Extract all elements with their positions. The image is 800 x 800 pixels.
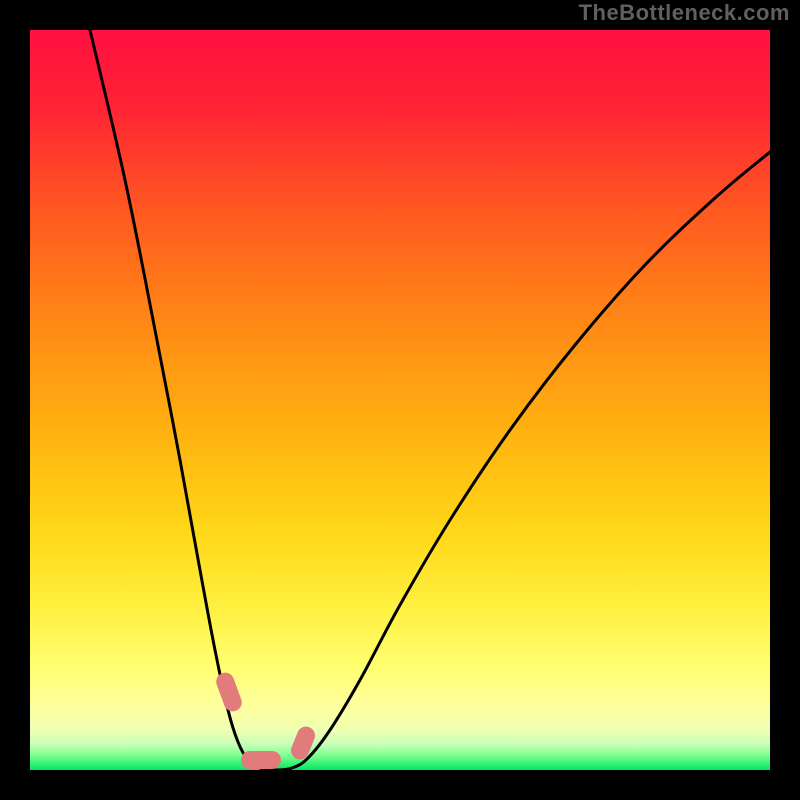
- chart-frame: TheBottleneck.com: [0, 0, 800, 800]
- plot-area: [30, 30, 770, 770]
- watermark-text: TheBottleneck.com: [579, 0, 790, 26]
- bottleneck-curve: [30, 30, 770, 770]
- marker-1: [241, 751, 281, 769]
- marker-2: [288, 724, 317, 762]
- marker-0: [214, 670, 245, 714]
